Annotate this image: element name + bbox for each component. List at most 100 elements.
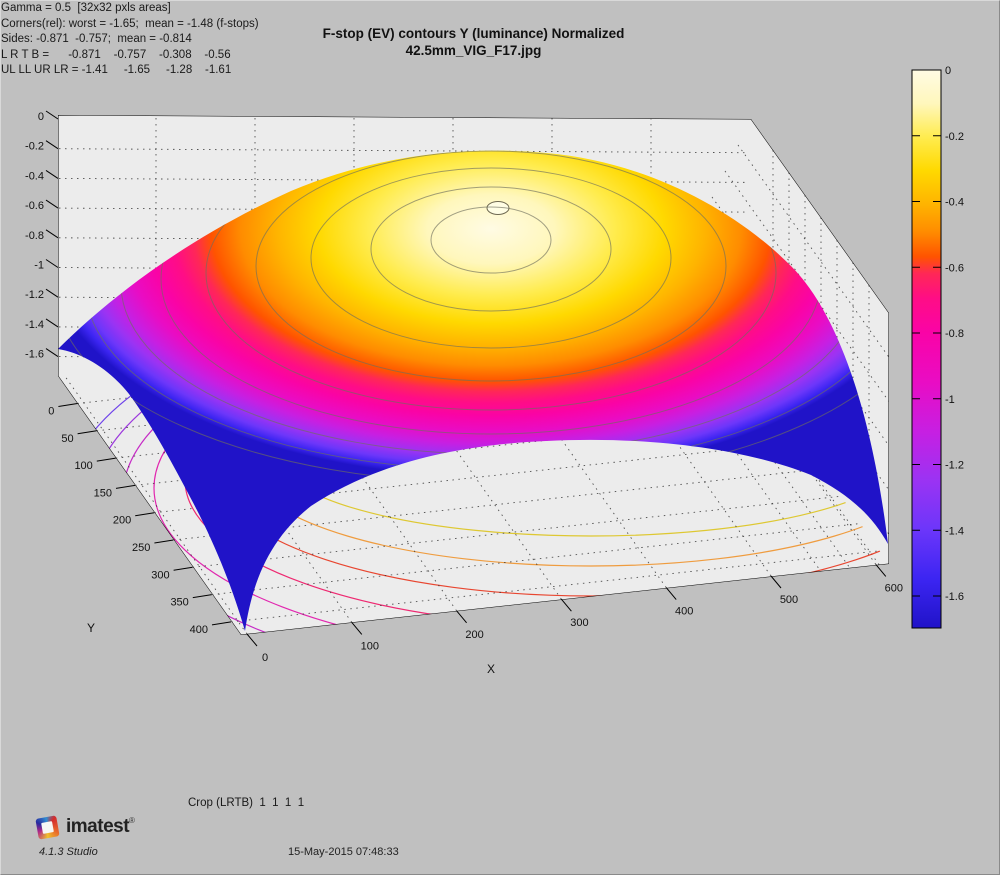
- colorbar-tick-label: 0: [945, 65, 951, 77]
- y-tick-label: 250: [132, 542, 150, 554]
- z-tick-mark: [45, 259, 59, 268]
- z-tick-mark: [45, 348, 59, 358]
- z-tick-label: -0.2: [25, 141, 44, 153]
- z-tick-mark: [45, 229, 59, 239]
- annotation-corner-values: UL LL UR LR = -1.41 -1.65 -1.28 -1.61: [1, 64, 232, 76]
- plot-title-block: F-stop (EV) contours Y (luminance) Norma…: [1, 25, 946, 59]
- wall-grid-line: [58, 207, 748, 213]
- x-tick-mark: [875, 564, 887, 577]
- floor-grid-line: [475, 318, 667, 588]
- floor-grid-line: [685, 305, 877, 565]
- annotation-sides: Sides: -0.871 -0.757; mean = -0.814: [1, 33, 192, 45]
- y-tick-mark: [135, 512, 155, 517]
- colorbar-frame: [911, 69, 942, 629]
- y-tick-mark: [173, 566, 193, 571]
- x-tick-mark: [246, 633, 258, 647]
- z-tick-label: -1.4: [25, 319, 44, 331]
- x-tick-mark: [456, 610, 467, 624]
- z-tick-mark: [45, 288, 59, 298]
- x-tick-label: 400: [675, 606, 693, 618]
- x-tick-label: 500: [780, 594, 798, 606]
- z-tick-mark: [45, 318, 59, 328]
- surface-contour-line: [430, 206, 552, 274]
- timestamp: 15-May-2015 07:48:33: [288, 846, 399, 858]
- colorbar-gradient: [912, 70, 941, 628]
- x-tick-mark: [351, 622, 363, 635]
- z-tick-mark: [45, 140, 59, 150]
- y-tick-label: 400: [190, 624, 208, 636]
- imatest-logo-icon: [35, 814, 60, 840]
- wall-grid-line: [58, 177, 748, 183]
- x-tick-label: 300: [570, 617, 588, 629]
- x-tick-mark: [770, 575, 782, 589]
- y-axis-label: Y: [87, 621, 95, 635]
- z-tick-mark: [45, 169, 59, 179]
- annotation-corners: Corners(rel): worst = -1.65; mean = -1.4…: [1, 17, 259, 30]
- floor-grid-line: [58, 364, 248, 635]
- z-tick-label: -0.6: [25, 200, 44, 212]
- y-tick-label: 100: [74, 460, 92, 472]
- floor-grid-line: [266, 341, 457, 612]
- y-tick-label: 350: [170, 597, 188, 609]
- x-tick-label: 0: [262, 652, 268, 664]
- wall-grid-line: [737, 144, 889, 358]
- surface-contour-line: [310, 167, 672, 349]
- y-tick-mark: [115, 484, 136, 489]
- annotation-lrtb: L R T B = -0.871 -0.757 -0.308 -0.56: [1, 48, 231, 61]
- y-tick-mark: [58, 403, 78, 407]
- plot-title: F-stop (EV) contours Y (luminance) Norma…: [322, 26, 625, 41]
- logo-wordmark: imatest: [66, 816, 130, 837]
- z-tick-label: -1.6: [25, 349, 44, 361]
- edge-values-block: L R T B = -0.871 -0.757 -0.308 -0.56 UL …: [1, 48, 999, 79]
- colorbar-tick-label: -1.2: [945, 460, 964, 472]
- surface-contour-line: [205, 150, 777, 411]
- surface-contour-line: [370, 186, 612, 312]
- y-tick-mark: [96, 457, 116, 462]
- colorbar-tick-label: -0.6: [945, 262, 964, 274]
- x-tick-mark: [665, 587, 677, 600]
- z-tick-label: 0: [38, 111, 44, 123]
- colorbar-tick-label: -0.8: [945, 328, 964, 340]
- y-tick-mark: [192, 594, 212, 599]
- x-axis-label: X: [487, 662, 495, 676]
- floor-grid-line: [230, 549, 889, 623]
- z-tick-label: -0.4: [25, 170, 44, 182]
- floor-grid-line: [161, 353, 353, 623]
- x-tick-label: 100: [361, 640, 379, 652]
- x-tick-label: 200: [465, 629, 483, 641]
- colorbar: 0 -0.2 -0.4 -0.6 -0.8 -1 -1.2 -1.4 -1.6: [911, 65, 964, 629]
- x-tick-label: 600: [885, 582, 903, 594]
- z-tick-label: -0.8: [25, 230, 44, 242]
- x-tick-mark: [561, 598, 572, 612]
- crop-info: Crop (LRTB) 1 1 1 1: [188, 797, 305, 809]
- z-tick-label: -1.2: [25, 289, 44, 301]
- colorbar-tick-label: -1: [945, 394, 955, 406]
- imatest-logo-text: imatest®: [66, 816, 135, 838]
- vignetting-surface: [58, 150, 888, 631]
- x-axis-ticks: 0 100 200 300 400 500 600: [246, 564, 903, 664]
- colorbar-tick-label: -0.2: [945, 131, 964, 143]
- annotation-gamma: Gamma = 0.5 [32x32 pxls areas]: [1, 2, 171, 14]
- y-tick-label: 300: [151, 569, 169, 581]
- version-text: 4.1.3 Studio: [39, 846, 98, 858]
- y-tick-label: 0: [48, 406, 54, 418]
- y-tick-label: 150: [94, 487, 112, 499]
- z-tick-mark: [45, 110, 59, 120]
- plot-subtitle: 42.5mm_VIG_F17.jpg: [405, 43, 542, 58]
- colorbar-tick-label: -1.6: [945, 591, 964, 603]
- z-tick-label: -1: [34, 260, 44, 272]
- registered-mark: ®: [129, 816, 135, 825]
- colorbar-ticks: 0 -0.2 -0.4 -0.6 -0.8 -1 -1.2 -1.4 -1.6: [912, 65, 964, 603]
- wall-grid-line: [58, 148, 748, 154]
- colorbar-tick-label: -1.4: [945, 525, 964, 537]
- stats-annotation-block: Gamma = 0.5 [32x32 pxls areas] Corners(r…: [1, 1, 999, 48]
- imatest-logo: imatest®: [35, 814, 135, 840]
- z-tick-mark: [45, 199, 59, 209]
- y-tick-label: 200: [113, 515, 131, 527]
- y-tick-label: 50: [61, 433, 73, 445]
- axes-box-outline: [58, 115, 889, 635]
- y-tick-mark: [77, 430, 97, 435]
- y-tick-mark: [154, 539, 174, 544]
- wall-grid-line: [58, 237, 748, 243]
